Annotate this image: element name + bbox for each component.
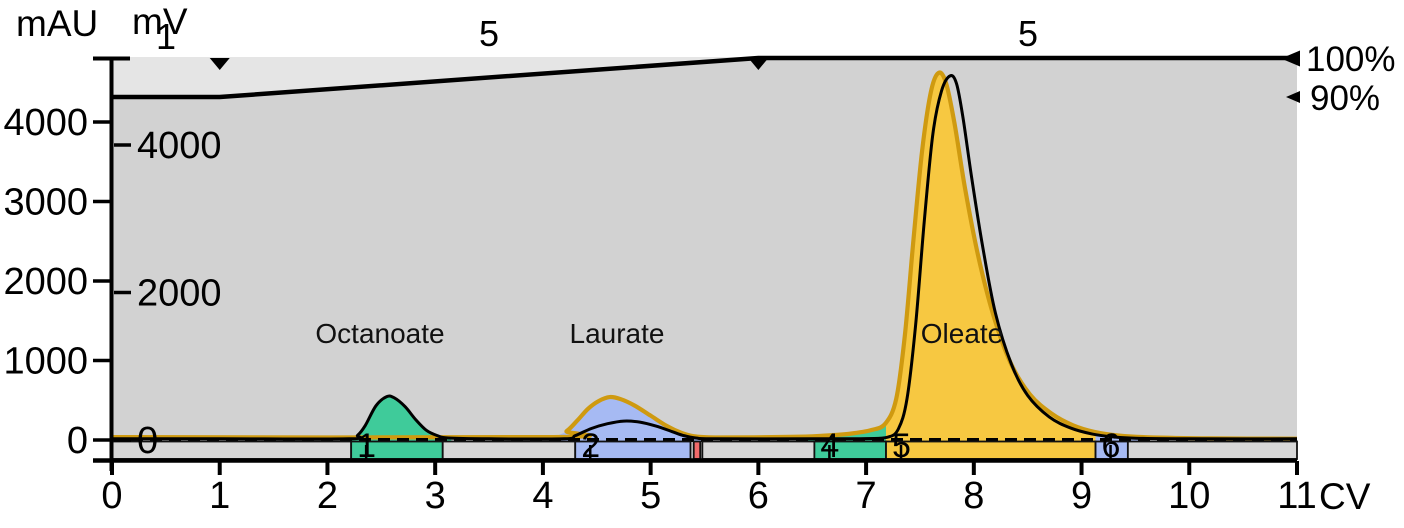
cv-tick-label: 11 — [1277, 475, 1316, 517]
mau-tick-label: 2000 — [3, 261, 88, 303]
above-gradient-region — [112, 57, 1297, 97]
cv-tick-label: 1 — [209, 475, 230, 517]
fraction-number-6: 6 — [1102, 427, 1121, 465]
cv-tick-label: 7 — [856, 475, 877, 517]
block-boundary-marker-icon — [209, 58, 230, 70]
inner-axis-unit-label: mV — [132, 1, 188, 42]
mv-tick-label: 4000 — [137, 125, 222, 167]
left-axis-unit-label: mAU — [16, 3, 99, 44]
fraction-number-4: 4 — [820, 427, 839, 465]
block-label-5a: 5 — [478, 13, 500, 54]
x-axis-unit-label: CV — [1319, 476, 1371, 517]
fraction-segment-5 — [885, 440, 1097, 460]
cv-tick-label: 2 — [317, 475, 338, 517]
peak-label-octanoate: Octanoate — [315, 318, 445, 349]
peak-fill-3 — [886, 72, 1097, 442]
fraction-number-5: 5 — [892, 427, 911, 465]
mv-tick-label: 2000 — [137, 273, 222, 315]
fraction-segment-5 — [701, 440, 816, 460]
cv-tick-label: 6 — [748, 475, 769, 517]
fraction-segment-4 — [692, 440, 702, 460]
gradient-90-arrow-icon — [1286, 91, 1300, 103]
peak-label-laurate: Laurate — [569, 318, 665, 349]
uv-curve — [112, 74, 1298, 441]
cv-tick-label: 9 — [1071, 475, 1092, 517]
gradient-line — [112, 55, 1297, 100]
gradient-100-arrow-icon — [1281, 50, 1300, 67]
fraction-number-1: 1 — [357, 427, 376, 465]
gradient-100-label: 100% — [1306, 40, 1396, 79]
block-label-5b: 5 — [1017, 13, 1039, 54]
cv-tick-label: 0 — [101, 475, 122, 517]
mau-tick-label: 1000 — [3, 341, 88, 383]
fraction-segment-9 — [1126, 440, 1298, 460]
plot-background — [112, 57, 1297, 461]
mau-tick-label: 3000 — [3, 182, 88, 224]
conductivity-curve — [111, 70, 1298, 441]
gradient-90-label: 90% — [1310, 79, 1381, 118]
cv-tick-label: 3 — [425, 475, 446, 517]
fraction-number-2: 2 — [581, 427, 600, 465]
cv-tick-label: 4 — [532, 475, 553, 517]
cv-tick-label: 5 — [640, 475, 661, 517]
mau-tick-label: 4000 — [3, 102, 88, 144]
cv-tick-label: 8 — [963, 475, 984, 517]
mv-tick-label: 0 — [137, 420, 158, 462]
fraction-segment-2 — [441, 440, 577, 460]
peak-label-oleate: Oleate — [920, 318, 1004, 349]
mau-tick-label: 0 — [67, 420, 88, 462]
block-boundary-marker-icon — [748, 58, 769, 70]
cv-tick-label: 10 — [1168, 475, 1210, 517]
block-label-1: 1 — [155, 16, 177, 57]
